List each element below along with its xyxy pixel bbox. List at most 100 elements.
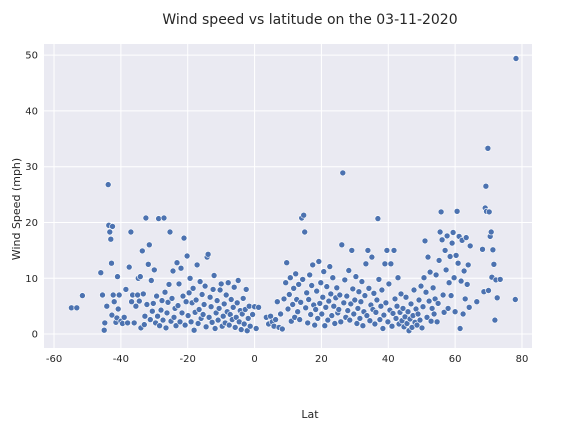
data-point <box>283 259 291 267</box>
data-point <box>240 320 248 328</box>
data-point <box>394 274 402 282</box>
data-point <box>427 317 435 325</box>
data-point <box>370 289 378 297</box>
data-point <box>479 246 486 253</box>
data-point <box>159 316 167 324</box>
data-point <box>355 288 363 296</box>
data-point <box>324 316 332 324</box>
data-point <box>383 247 391 254</box>
data-point <box>343 292 351 300</box>
data-point <box>193 261 201 269</box>
data-point <box>323 283 331 290</box>
data-point <box>229 303 237 311</box>
data-point <box>122 286 130 293</box>
data-point <box>99 291 106 299</box>
data-point <box>444 305 452 312</box>
data-point <box>128 298 135 306</box>
data-point <box>388 322 396 330</box>
data-point <box>354 305 362 312</box>
data-point <box>422 288 430 296</box>
data-point <box>141 321 148 328</box>
data-point <box>214 316 222 324</box>
data-point <box>153 292 160 300</box>
data-point <box>337 318 345 326</box>
data-point <box>232 313 240 321</box>
data-point <box>296 316 304 323</box>
data-point <box>351 296 359 304</box>
chart-title: Wind speed vs latitude on the 03-11-2020 <box>162 12 457 28</box>
data-point <box>165 281 173 288</box>
data-point <box>284 305 292 313</box>
data-point <box>234 277 242 284</box>
data-point <box>316 300 324 307</box>
data-point <box>339 169 347 177</box>
data-point <box>308 282 316 289</box>
data-point <box>127 228 135 236</box>
data-point <box>114 273 121 280</box>
data-point <box>124 319 131 327</box>
data-point <box>143 301 151 308</box>
data-point <box>424 253 432 261</box>
data-point <box>466 242 474 250</box>
data-point <box>79 292 86 299</box>
data-point <box>168 295 176 302</box>
data-point <box>155 215 162 222</box>
data-point <box>511 296 519 303</box>
data-point <box>104 181 112 188</box>
y-axis-label: Wind Speed (mph) <box>10 158 23 260</box>
data-point <box>385 280 393 288</box>
data-point <box>314 315 322 322</box>
data-point <box>448 239 456 247</box>
data-point <box>487 228 495 236</box>
x-tick-label: 60 <box>449 354 462 365</box>
data-point <box>313 287 321 295</box>
data-point <box>439 291 447 299</box>
data-point <box>391 295 399 303</box>
y-tick-label: 0 <box>32 330 38 341</box>
data-point <box>132 302 140 310</box>
data-point <box>371 320 379 328</box>
data-point <box>320 268 328 275</box>
data-point <box>357 298 365 306</box>
y-tick-label: 30 <box>25 162 38 173</box>
data-point <box>282 279 290 287</box>
data-point <box>462 234 470 241</box>
data-point <box>200 301 208 308</box>
data-point <box>227 296 235 303</box>
data-point <box>181 321 189 329</box>
data-point <box>485 208 493 216</box>
data-point <box>239 295 247 302</box>
data-point <box>358 278 366 285</box>
data-point <box>304 319 312 327</box>
x-tick-label: -20 <box>180 354 196 365</box>
y-tick-label: 40 <box>25 106 38 117</box>
data-point <box>217 280 225 288</box>
data-point <box>120 313 128 321</box>
data-point <box>374 215 382 222</box>
data-point <box>356 315 364 322</box>
data-point <box>413 321 421 329</box>
data-point <box>465 303 473 311</box>
data-point <box>325 297 333 305</box>
data-point <box>496 276 504 283</box>
data-point <box>407 300 415 308</box>
data-point <box>438 236 446 244</box>
data-point <box>392 315 400 322</box>
data-point <box>410 286 418 294</box>
data-point <box>216 286 224 294</box>
data-point <box>219 312 227 320</box>
data-point <box>377 302 385 310</box>
data-point <box>245 302 253 310</box>
x-tick-label: -60 <box>46 354 62 365</box>
data-point <box>172 322 180 330</box>
data-point <box>375 276 383 283</box>
data-point <box>447 292 455 299</box>
data-point <box>286 274 294 282</box>
data-point <box>249 311 256 318</box>
data-point <box>347 300 355 308</box>
data-point <box>204 251 212 258</box>
data-point <box>186 274 194 282</box>
data-point <box>206 293 214 301</box>
